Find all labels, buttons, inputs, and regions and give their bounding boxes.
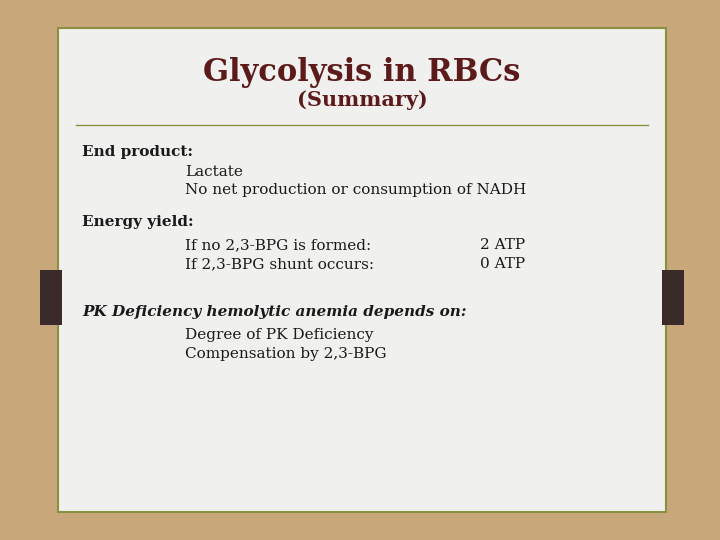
Text: PK Deficiency hemolytic anemia depends on:: PK Deficiency hemolytic anemia depends o… <box>82 305 467 319</box>
Text: If no 2,3-BPG is formed:: If no 2,3-BPG is formed: <box>185 238 372 252</box>
Text: Glycolysis in RBCs: Glycolysis in RBCs <box>203 57 521 87</box>
Bar <box>40 270 62 325</box>
Text: Energy yield:: Energy yield: <box>82 215 194 229</box>
FancyBboxPatch shape <box>58 28 666 512</box>
Text: Compensation by 2,3-BPG: Compensation by 2,3-BPG <box>185 347 387 361</box>
Text: End product:: End product: <box>82 145 193 159</box>
Text: 0 ATP: 0 ATP <box>480 257 525 271</box>
Text: 2 ATP: 2 ATP <box>480 238 525 252</box>
Text: Lactate: Lactate <box>185 165 243 179</box>
Text: (Summary): (Summary) <box>297 90 428 110</box>
Text: No net production or consumption of NADH: No net production or consumption of NADH <box>185 183 526 197</box>
Text: Degree of PK Deficiency: Degree of PK Deficiency <box>185 328 374 342</box>
Text: If 2,3-BPG shunt occurs:: If 2,3-BPG shunt occurs: <box>185 257 374 271</box>
Bar <box>662 270 684 325</box>
